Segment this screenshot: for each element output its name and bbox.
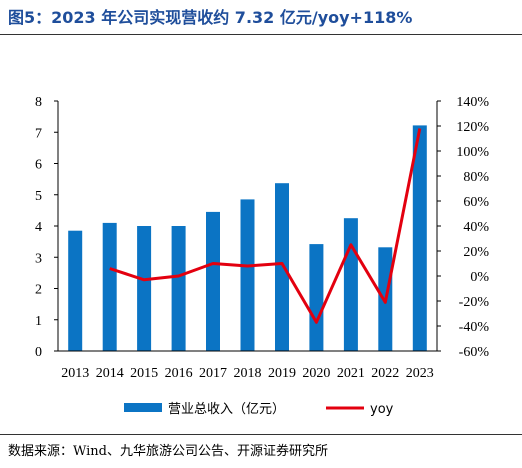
bar-2020 [309, 244, 324, 351]
x-tick-label: 2014 [96, 366, 124, 381]
left-tick-label: 1 [35, 314, 42, 329]
x-tick-label: 2023 [406, 366, 434, 381]
chart-axes: 0 1 2 3 4 5 6 7 8 -60% -40% -20% 0% 20% 40% 60% 80% 100% 1… [35, 95, 489, 381]
left-tick-label: 4 [35, 220, 42, 235]
right-tick-label: 140% [456, 95, 489, 110]
x-tick-label: 2019 [268, 366, 296, 381]
line-series [109, 128, 422, 324]
x-tick-label: 2020 [302, 366, 330, 381]
bar-series [68, 125, 427, 352]
figure-title: 图5：2023 年公司实现营收约 7.32 亿元/yoy+118% [8, 8, 413, 27]
right-tick-label: 80% [463, 170, 489, 185]
left-tick-label: 2 [35, 283, 42, 298]
left-tick-label: 7 [35, 126, 42, 141]
bar-2021 [343, 218, 358, 351]
left-tick-label: 0 [35, 345, 42, 360]
legend-bar-swatch [124, 403, 162, 412]
bar-2013 [68, 230, 83, 351]
right-tick-label: -20% [459, 295, 490, 310]
bar-2023 [412, 125, 427, 352]
legend-bar-label: 营业总收入（亿元） [168, 402, 285, 417]
combo-chart: 0 1 2 3 4 5 6 7 8 -60% -40% -20% 0% 20% 40% 60% 80% 100% 1… [35, 95, 489, 417]
x-tick-label: 2016 [165, 366, 193, 381]
top-rule [0, 34, 522, 35]
right-tick-label: -60% [459, 345, 490, 360]
bar-2014 [102, 222, 117, 351]
bar-2015 [137, 226, 152, 351]
right-tick-label: 100% [456, 145, 489, 160]
x-tick-label: 2013 [61, 366, 89, 381]
x-tick-label: 2015 [130, 366, 158, 381]
x-tick-label: 2017 [199, 366, 227, 381]
left-tick-label: 6 [35, 158, 42, 173]
source-note: 数据来源：Wind、九华旅游公司公告、开源证券研究所 [8, 444, 328, 459]
x-tick-label: 2021 [337, 366, 365, 381]
right-tick-label: 120% [456, 120, 489, 135]
bar-2018 [240, 199, 255, 351]
legend-line-label: yoy [370, 402, 394, 417]
bar-2017 [206, 211, 220, 351]
right-tick-label: 0% [470, 270, 489, 285]
left-tick-label: 8 [35, 95, 42, 110]
right-tick-label: 20% [463, 245, 489, 260]
bottom-rule [0, 434, 522, 435]
x-tick-label: 2018 [234, 366, 262, 381]
yoy-line [109, 128, 422, 324]
left-tick-label: 5 [35, 189, 42, 204]
right-tick-label: 60% [463, 195, 489, 210]
right-tick-label: -40% [459, 320, 490, 335]
bar-2016 [171, 226, 186, 351]
bar-2019 [275, 183, 289, 351]
chart-legend: 营业总收入（亿元） yoy [124, 402, 394, 417]
left-tick-label: 3 [35, 251, 42, 266]
right-tick-label: 40% [463, 220, 489, 235]
x-tick-label: 2022 [371, 366, 399, 381]
